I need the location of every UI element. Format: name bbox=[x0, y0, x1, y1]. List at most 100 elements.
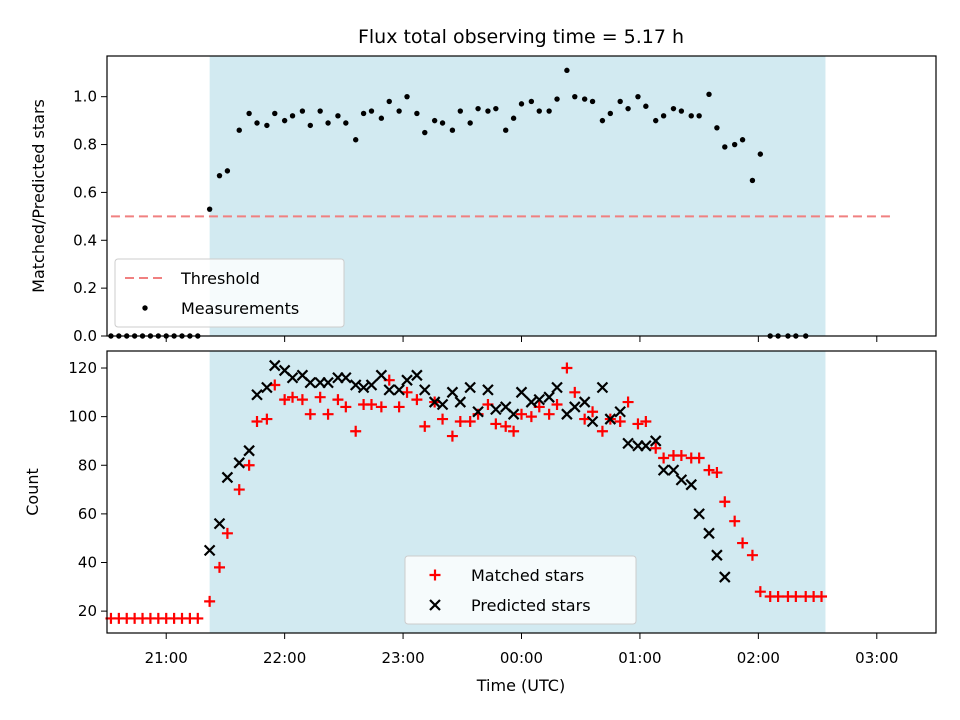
y-tick-label: 80 bbox=[78, 456, 97, 474]
data-point bbox=[660, 113, 667, 119]
data-point bbox=[428, 396, 441, 408]
legend-item: Predicted stars bbox=[429, 596, 591, 615]
data-point bbox=[340, 371, 352, 384]
data-point bbox=[368, 108, 375, 114]
data-point bbox=[296, 394, 308, 406]
x-tick-label: 02:00 bbox=[737, 649, 780, 667]
data-point bbox=[722, 144, 728, 150]
y-tick-label: 120 bbox=[68, 359, 97, 377]
data-point bbox=[233, 457, 246, 469]
series-measurements bbox=[108, 67, 809, 339]
data-point bbox=[515, 386, 528, 399]
data-point bbox=[221, 471, 234, 484]
data-point bbox=[254, 120, 260, 126]
y-tick-label: 0.8 bbox=[73, 136, 97, 154]
data-point bbox=[614, 405, 626, 418]
y-axis-title: Matched/Predicted stars bbox=[29, 99, 48, 293]
data-point bbox=[335, 113, 341, 119]
data-point bbox=[525, 396, 538, 408]
data-point bbox=[640, 440, 652, 452]
data-point bbox=[554, 96, 560, 102]
data-point bbox=[703, 527, 715, 540]
data-point bbox=[289, 113, 296, 119]
data-point bbox=[216, 172, 223, 179]
data-point bbox=[632, 418, 644, 430]
data-point bbox=[454, 396, 467, 408]
series-matched-stars bbox=[105, 362, 828, 624]
data-point bbox=[393, 384, 405, 396]
data-point bbox=[349, 379, 362, 391]
data-point bbox=[422, 129, 428, 136]
legend-box bbox=[404, 555, 637, 625]
data-point bbox=[261, 381, 273, 394]
data-point bbox=[268, 359, 281, 372]
data-point bbox=[192, 612, 204, 624]
data-point bbox=[411, 369, 423, 382]
data-point bbox=[653, 117, 659, 124]
data-point bbox=[485, 108, 491, 114]
data-point bbox=[449, 127, 456, 133]
data-point bbox=[614, 416, 626, 427]
y-tick-label: 0.2 bbox=[73, 279, 97, 297]
data-point bbox=[678, 108, 685, 114]
data-point bbox=[816, 591, 828, 603]
data-point bbox=[569, 386, 581, 398]
legend-box bbox=[114, 258, 345, 328]
data-point bbox=[213, 517, 226, 530]
data-point bbox=[596, 381, 609, 394]
data-point bbox=[360, 110, 367, 117]
data-point bbox=[607, 110, 614, 117]
data-point bbox=[439, 120, 446, 126]
data-point bbox=[579, 413, 591, 425]
data-point bbox=[411, 394, 423, 406]
data-point bbox=[467, 120, 473, 126]
data-point bbox=[589, 98, 596, 105]
data-point bbox=[224, 168, 231, 174]
data-point bbox=[500, 420, 512, 432]
data-point bbox=[572, 93, 578, 100]
data-point bbox=[404, 93, 410, 100]
data-point bbox=[475, 105, 481, 112]
x-tick-label: 21:00 bbox=[145, 649, 188, 667]
legend-item: Threshold bbox=[125, 269, 260, 288]
data-point bbox=[261, 413, 273, 425]
data-point bbox=[350, 425, 362, 437]
data-point bbox=[286, 371, 299, 384]
data-point bbox=[596, 425, 608, 437]
data-point bbox=[322, 408, 334, 420]
data-point bbox=[518, 101, 525, 107]
data-point bbox=[437, 413, 449, 425]
data-point bbox=[204, 595, 216, 607]
data-point bbox=[325, 120, 331, 126]
data-point bbox=[675, 450, 687, 462]
data-point bbox=[543, 391, 555, 403]
data-point bbox=[649, 435, 662, 447]
x-tick-label: 22:00 bbox=[263, 649, 306, 667]
x-axis-title: Time (UTC) bbox=[476, 676, 565, 695]
legend-item: Measurements bbox=[142, 299, 299, 318]
data-point bbox=[729, 515, 741, 527]
data-point bbox=[454, 416, 466, 427]
data-point bbox=[516, 408, 527, 420]
data-point bbox=[203, 544, 216, 557]
y-tick-label: 60 bbox=[78, 505, 97, 523]
data-point bbox=[706, 91, 712, 97]
data-point bbox=[269, 379, 281, 391]
data-point bbox=[246, 110, 252, 117]
count-panel: 20 40 60 80 100 120 21:00 22:00 23:00 00:00 01:00 0… bbox=[23, 350, 937, 667]
data-point bbox=[625, 105, 631, 112]
data-point bbox=[739, 137, 746, 143]
data-point bbox=[287, 391, 299, 403]
y-tick-label: 0.6 bbox=[73, 183, 97, 201]
data-point bbox=[431, 117, 438, 124]
data-point bbox=[221, 527, 233, 539]
data-point bbox=[670, 105, 677, 112]
legend-label: Threshold bbox=[180, 269, 260, 288]
data-point bbox=[206, 206, 213, 212]
y-tick-label: 1.0 bbox=[73, 88, 97, 106]
data-point bbox=[749, 177, 756, 184]
data-point bbox=[604, 413, 617, 425]
data-point bbox=[587, 406, 599, 418]
data-point bbox=[581, 96, 588, 102]
